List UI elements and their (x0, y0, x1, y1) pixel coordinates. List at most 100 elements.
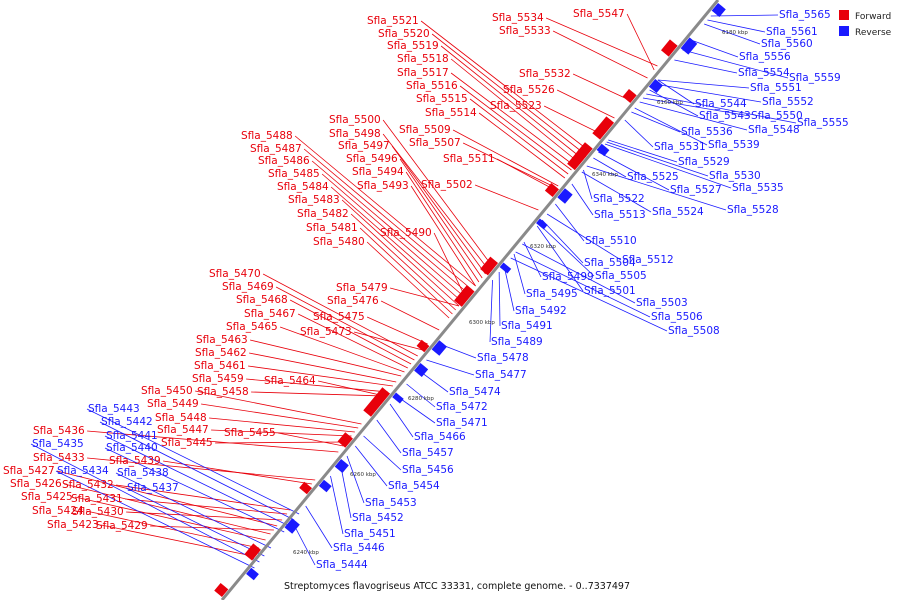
forward-gene-leader (201, 403, 359, 429)
reverse-gene-leader (515, 251, 651, 318)
reverse-gene-leader (586, 165, 727, 211)
reverse-gene-leader (571, 183, 594, 216)
reverse-gene-label: Sfla_5495 (526, 288, 578, 300)
forward-gene-label: Sfla_5426 (10, 478, 62, 490)
forward-gene-leader (462, 142, 557, 189)
reverse-gene-label: Sfla_5552 (762, 96, 814, 108)
legend-forward-label: Forward (855, 12, 891, 22)
reverse-gene-leader (657, 79, 750, 89)
forward-gene-label: Sfla_5490 (380, 227, 432, 239)
forward-gene-label: Sfla_5534 (492, 12, 544, 24)
forward-gene-label: Sfla_5486 (258, 155, 310, 167)
reverse-gene-leader (704, 23, 761, 45)
reverse-gene-label: Sfla_5434 (57, 465, 109, 477)
reverse-gene-leader (657, 79, 695, 105)
reverse-gene-label: Sfla_5524 (652, 206, 704, 218)
forward-gene-label: Sfla_5448 (155, 412, 207, 424)
forward-gene-leader (556, 89, 615, 119)
reverse-gene-arrow (414, 362, 429, 378)
scale-ticks: 6180 kbp 6160 kbp 6340 kbp 6320 kbp 6300 kbp… (293, 30, 748, 556)
forward-gene-label: Sfla_5427 (3, 465, 55, 477)
reverse-gene-label: Sfla_5444 (316, 559, 368, 571)
reverse-gene-leader (503, 265, 515, 312)
forward-gene-label: Sfla_5515 (416, 93, 468, 105)
reverse-gene-leader (363, 435, 402, 471)
legend-reverse-label: Reverse (855, 28, 892, 38)
reverse-gene-leader (593, 157, 627, 178)
reverse-gene-label: Sfla_5529 (678, 156, 730, 168)
reverse-gene-label: Sfla_5492 (515, 305, 567, 317)
forward-gene-label: Sfla_5459 (192, 373, 244, 385)
reverse-gene-leader (546, 213, 622, 261)
reverse-gene-label: Sfla_5551 (750, 82, 802, 94)
reverse-gene-label: Sfla_5522 (593, 193, 645, 205)
reverse-gene-arrow (499, 262, 512, 274)
forward-gene-leader (366, 316, 428, 345)
reverse-gene-label: Sfla_5565 (779, 9, 831, 21)
forward-gene-arrow (622, 88, 637, 104)
reverse-gene-label: Sfla_5528 (727, 204, 779, 216)
forward-gene-label: Sfla_5509 (399, 124, 451, 136)
forward-gene-label: Sfla_5547 (573, 8, 625, 20)
forward-gene-leader (366, 241, 450, 319)
reverse-gene-arrow (318, 479, 332, 493)
forward-gene-label: Sfla_5497 (338, 140, 390, 152)
forward-gene-arrow (363, 387, 391, 417)
reverse-gene-leader (305, 505, 333, 549)
forward-gene-arrow (244, 543, 261, 561)
reverse-gene-leader (376, 419, 402, 454)
forward-gene-label: Sfla_5507 (409, 137, 461, 149)
genome-caption: Streptomyces flavogriseus ATCC 33331, co… (284, 581, 630, 592)
reverse-gene-label: Sfla_5457 (402, 447, 454, 459)
forward-gene-leader (246, 378, 388, 393)
forward-gene-leader (321, 173, 466, 299)
scale-tick-label: 6280 kbp (408, 396, 434, 402)
forward-gene-leader (399, 158, 483, 279)
forward-gene-label: Sfla_5519 (387, 40, 439, 52)
forward-gene-leader (359, 227, 453, 315)
reverse-gene-leader (541, 219, 584, 264)
reverse-gene-leader (649, 89, 699, 117)
chromosome-axis (220, 0, 720, 601)
reverse-gene-label: Sfla_5435 (32, 438, 84, 450)
reverse-gene-leader (690, 39, 739, 58)
reverse-gene-leader (634, 107, 708, 146)
reverse-gene-label: Sfla_5443 (88, 403, 140, 415)
forward-gene-leader (552, 30, 648, 79)
forward-gene-arrow (567, 149, 587, 171)
forward-gene-leader (382, 133, 490, 271)
reverse-gene-leader (489, 279, 493, 343)
reverse-gene-label: Sfla_5453 (365, 497, 417, 509)
reverse-gene-label: Sfla_5456 (402, 464, 454, 476)
forward-gene-label: Sfla_5484 (277, 181, 329, 193)
reverse-gene-label: Sfla_5559 (789, 72, 841, 84)
forward-gene-leader (469, 98, 569, 175)
forward-gene-label: Sfla_5498 (329, 128, 381, 140)
forward-gene-label: Sfla_5496 (346, 153, 398, 165)
forward-gene-label: Sfla_5455 (224, 427, 276, 439)
reverse-gene-leader (86, 408, 300, 515)
forward-gene-label: Sfla_5526 (503, 84, 555, 96)
forward-gene-leader (64, 483, 271, 535)
reverse-gene-leader (406, 383, 436, 408)
reverse-gene-label: Sfla_5440 (106, 442, 158, 454)
reverse-gene-label: Sfla_5452 (352, 512, 404, 524)
forward-gene-label: Sfla_5449 (147, 398, 199, 410)
reverse-gene-leader (522, 243, 636, 304)
forward-gene-arrow (416, 339, 430, 353)
reverse-gene-leader (555, 203, 585, 242)
reverse-gene-label: Sfla_5510 (585, 235, 637, 247)
forward-gene-leader (478, 112, 566, 179)
reverse-gene-leader (426, 359, 475, 376)
forward-gene-label: Sfla_5502 (421, 179, 473, 191)
reverse-gene-label: Sfla_5512 (622, 254, 674, 266)
scale-tick-label: 6260 kbp (350, 472, 376, 478)
forward-gene-label: Sfla_5532 (519, 68, 571, 80)
reverse-gene-arrow (596, 143, 610, 157)
reverse-gene-leader (674, 59, 738, 74)
forward-gene-leader (87, 457, 316, 481)
forward-gene-leader (125, 498, 288, 515)
legend: Forward Reverse (839, 10, 892, 38)
forward-gene-label: Sfla_5461 (194, 360, 246, 372)
